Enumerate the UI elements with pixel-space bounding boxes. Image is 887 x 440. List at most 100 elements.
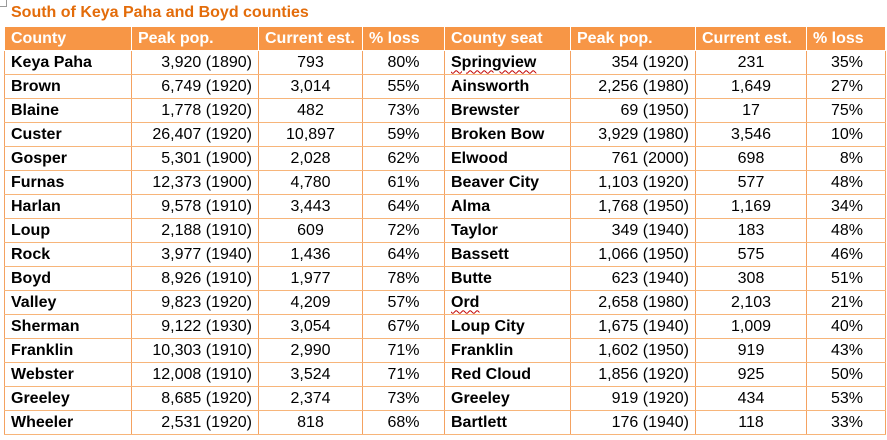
pct-loss-cell: 73% xyxy=(362,386,445,411)
county-cell: Webster xyxy=(4,362,132,387)
seat-pct-loss-cell: 33% xyxy=(806,410,886,435)
seat-current-est-cell: 575 xyxy=(695,242,807,267)
current-est-cell: 793 xyxy=(258,50,363,75)
seat-peak-pop-cell: 1,602 (1950) xyxy=(570,338,696,363)
table-row: Wheeler 2,531 (1920) 818 68% Bartlett 176 (19… xyxy=(4,410,886,435)
peak-pop-cell: 2,188 (1910) xyxy=(131,218,259,243)
table-row: Keya Paha 3,920 (1890) 793 80% Springview 354… xyxy=(4,50,886,75)
pct-loss-cell: 64% xyxy=(362,194,445,219)
county-seat-cell: Franklin xyxy=(444,338,571,363)
county-cell: Loup xyxy=(4,218,132,243)
seat-pct-loss-cell: 35% xyxy=(806,50,886,75)
seat-pct-loss-cell: 53% xyxy=(806,386,886,411)
seat-current-est-cell: 17 xyxy=(695,98,807,123)
current-est-cell: 2,990 xyxy=(258,338,363,363)
peak-pop-cell: 5,301 (1900) xyxy=(131,146,259,171)
county-seat-cell: Elwood xyxy=(444,146,571,171)
seat-pct-loss-cell: 51% xyxy=(806,266,886,291)
seat-pct-loss-cell: 75% xyxy=(806,98,886,123)
seat-pct-loss-cell: 46% xyxy=(806,242,886,267)
table-row: Valley 9,823 (1920) 4,209 57% Ord 2,658 (1980… xyxy=(4,290,886,315)
pct-loss-cell: 57% xyxy=(362,290,445,315)
pct-loss-cell: 61% xyxy=(362,170,445,195)
seat-current-est-cell: 1,009 xyxy=(695,314,807,339)
seat-pct-loss-cell: 27% xyxy=(806,74,886,99)
seat-current-est-cell: 308 xyxy=(695,266,807,291)
county-cell: Blaine xyxy=(4,98,132,123)
header-seat-peak-pop: Peak pop. xyxy=(570,26,696,51)
county-cell: Harlan xyxy=(4,194,132,219)
peak-pop-cell: 8,926 (1910) xyxy=(131,266,259,291)
table-row: Rock 3,977 (1940) 1,436 64% Bassett 1,066 (19… xyxy=(4,242,886,267)
pct-loss-cell: 67% xyxy=(362,314,445,339)
table-row: Blaine 1,778 (1920) 482 73% Brewster 69 (1950… xyxy=(4,98,886,123)
seat-current-est-cell: 698 xyxy=(695,146,807,171)
current-est-cell: 3,014 xyxy=(258,74,363,99)
county-cell: Keya Paha xyxy=(4,50,132,75)
seat-peak-pop-cell: 1,103 (1920) xyxy=(570,170,696,195)
county-cell: Greeley xyxy=(4,386,132,411)
seat-peak-pop-cell: 2,658 (1980) xyxy=(570,290,696,315)
seat-current-est-cell: 2,103 xyxy=(695,290,807,315)
table-row: Sherman 9,122 (1930) 3,054 67% Loup City 1,67… xyxy=(4,314,886,339)
seat-current-est-cell: 577 xyxy=(695,170,807,195)
seat-current-est-cell: 925 xyxy=(695,362,807,387)
table-title: South of Keya Paha and Boyd counties xyxy=(11,4,309,21)
table-row: Greeley 8,685 (1920) 2,374 73% Greeley 919 (1… xyxy=(4,386,886,411)
seat-peak-pop-cell: 3,929 (1980) xyxy=(570,122,696,147)
county-seat-cell: Greeley xyxy=(444,386,571,411)
current-est-cell: 609 xyxy=(258,218,363,243)
pct-loss-cell: 78% xyxy=(362,266,445,291)
current-est-cell: 1,436 xyxy=(258,242,363,267)
table-row: Loup 2,188 (1910) 609 72% Taylor 349 (1940) 18… xyxy=(4,218,886,243)
header-seat-pct-loss: % loss xyxy=(806,26,886,51)
seat-peak-pop-cell: 761 (2000) xyxy=(570,146,696,171)
population-table: County Peak pop. Current est.% loss County … xyxy=(4,26,886,435)
current-est-cell: 3,524 xyxy=(258,362,363,387)
seat-current-est-cell: 231 xyxy=(695,50,807,75)
seat-pct-loss-cell: 8% xyxy=(806,146,886,171)
seat-pct-loss-cell: 43% xyxy=(806,338,886,363)
seat-peak-pop-cell: 1,856 (1920) xyxy=(570,362,696,387)
county-seat-cell: Ainsworth xyxy=(444,74,571,99)
county-seat-cell: Bassett xyxy=(444,242,571,267)
county-cell: Custer xyxy=(4,122,132,147)
seat-peak-pop-cell: 349 (1940) xyxy=(570,218,696,243)
county-seat-cell: Red Cloud xyxy=(444,362,571,387)
pct-loss-cell: 68% xyxy=(362,410,445,435)
table-body: Keya Paha 3,920 (1890) 793 80% Springview 354… xyxy=(4,50,886,435)
peak-pop-cell: 26,407 (1920) xyxy=(131,122,259,147)
seat-peak-pop-cell: 2,256 (1980) xyxy=(570,74,696,99)
county-seat-cell: Springview xyxy=(444,50,571,75)
peak-pop-cell: 1,778 (1920) xyxy=(131,98,259,123)
seat-peak-pop-cell: 623 (1940) xyxy=(570,266,696,291)
current-est-cell: 10,897 xyxy=(258,122,363,147)
seat-pct-loss-cell: 21% xyxy=(806,290,886,315)
pct-loss-cell: 64% xyxy=(362,242,445,267)
current-est-cell: 2,374 xyxy=(258,386,363,411)
table-row: Gosper 5,301 (1900) 2,028 62% Elwood 761 (200… xyxy=(4,146,886,171)
header-seat-current-est: Current est. xyxy=(695,26,807,51)
peak-pop-cell: 8,685 (1920) xyxy=(131,386,259,411)
county-cell: Rock xyxy=(4,242,132,267)
table-row: Brown 6,749 (1920) 3,014 55% Ainsworth 2,256 … xyxy=(4,74,886,99)
seat-pct-loss-cell: 10% xyxy=(806,122,886,147)
seat-pct-loss-cell: 48% xyxy=(806,170,886,195)
pct-loss-cell: 71% xyxy=(362,362,445,387)
table-row: Boyd 8,926 (1910) 1,977 78% Butte 623 (1940) 3… xyxy=(4,266,886,291)
pct-loss-cell: 72% xyxy=(362,218,445,243)
peak-pop-cell: 9,823 (1920) xyxy=(131,290,259,315)
spellcheck-underlined-text: Ord xyxy=(451,293,480,311)
seat-pct-loss-cell: 40% xyxy=(806,314,886,339)
county-seat-cell: Taylor xyxy=(444,218,571,243)
header-peak-pop: Peak pop. xyxy=(131,26,259,51)
table-row: Furnas 12,373 (1900) 4,780 61% Beaver City 1,… xyxy=(4,170,886,195)
peak-pop-cell: 9,578 (1910) xyxy=(131,194,259,219)
peak-pop-cell: 6,749 (1920) xyxy=(131,74,259,99)
header-current-est: Current est. xyxy=(258,26,363,51)
seat-current-est-cell: 3,546 xyxy=(695,122,807,147)
county-seat-cell: Ord xyxy=(444,290,571,315)
pct-loss-cell: 62% xyxy=(362,146,445,171)
current-est-cell: 3,443 xyxy=(258,194,363,219)
pct-loss-cell: 73% xyxy=(362,98,445,123)
